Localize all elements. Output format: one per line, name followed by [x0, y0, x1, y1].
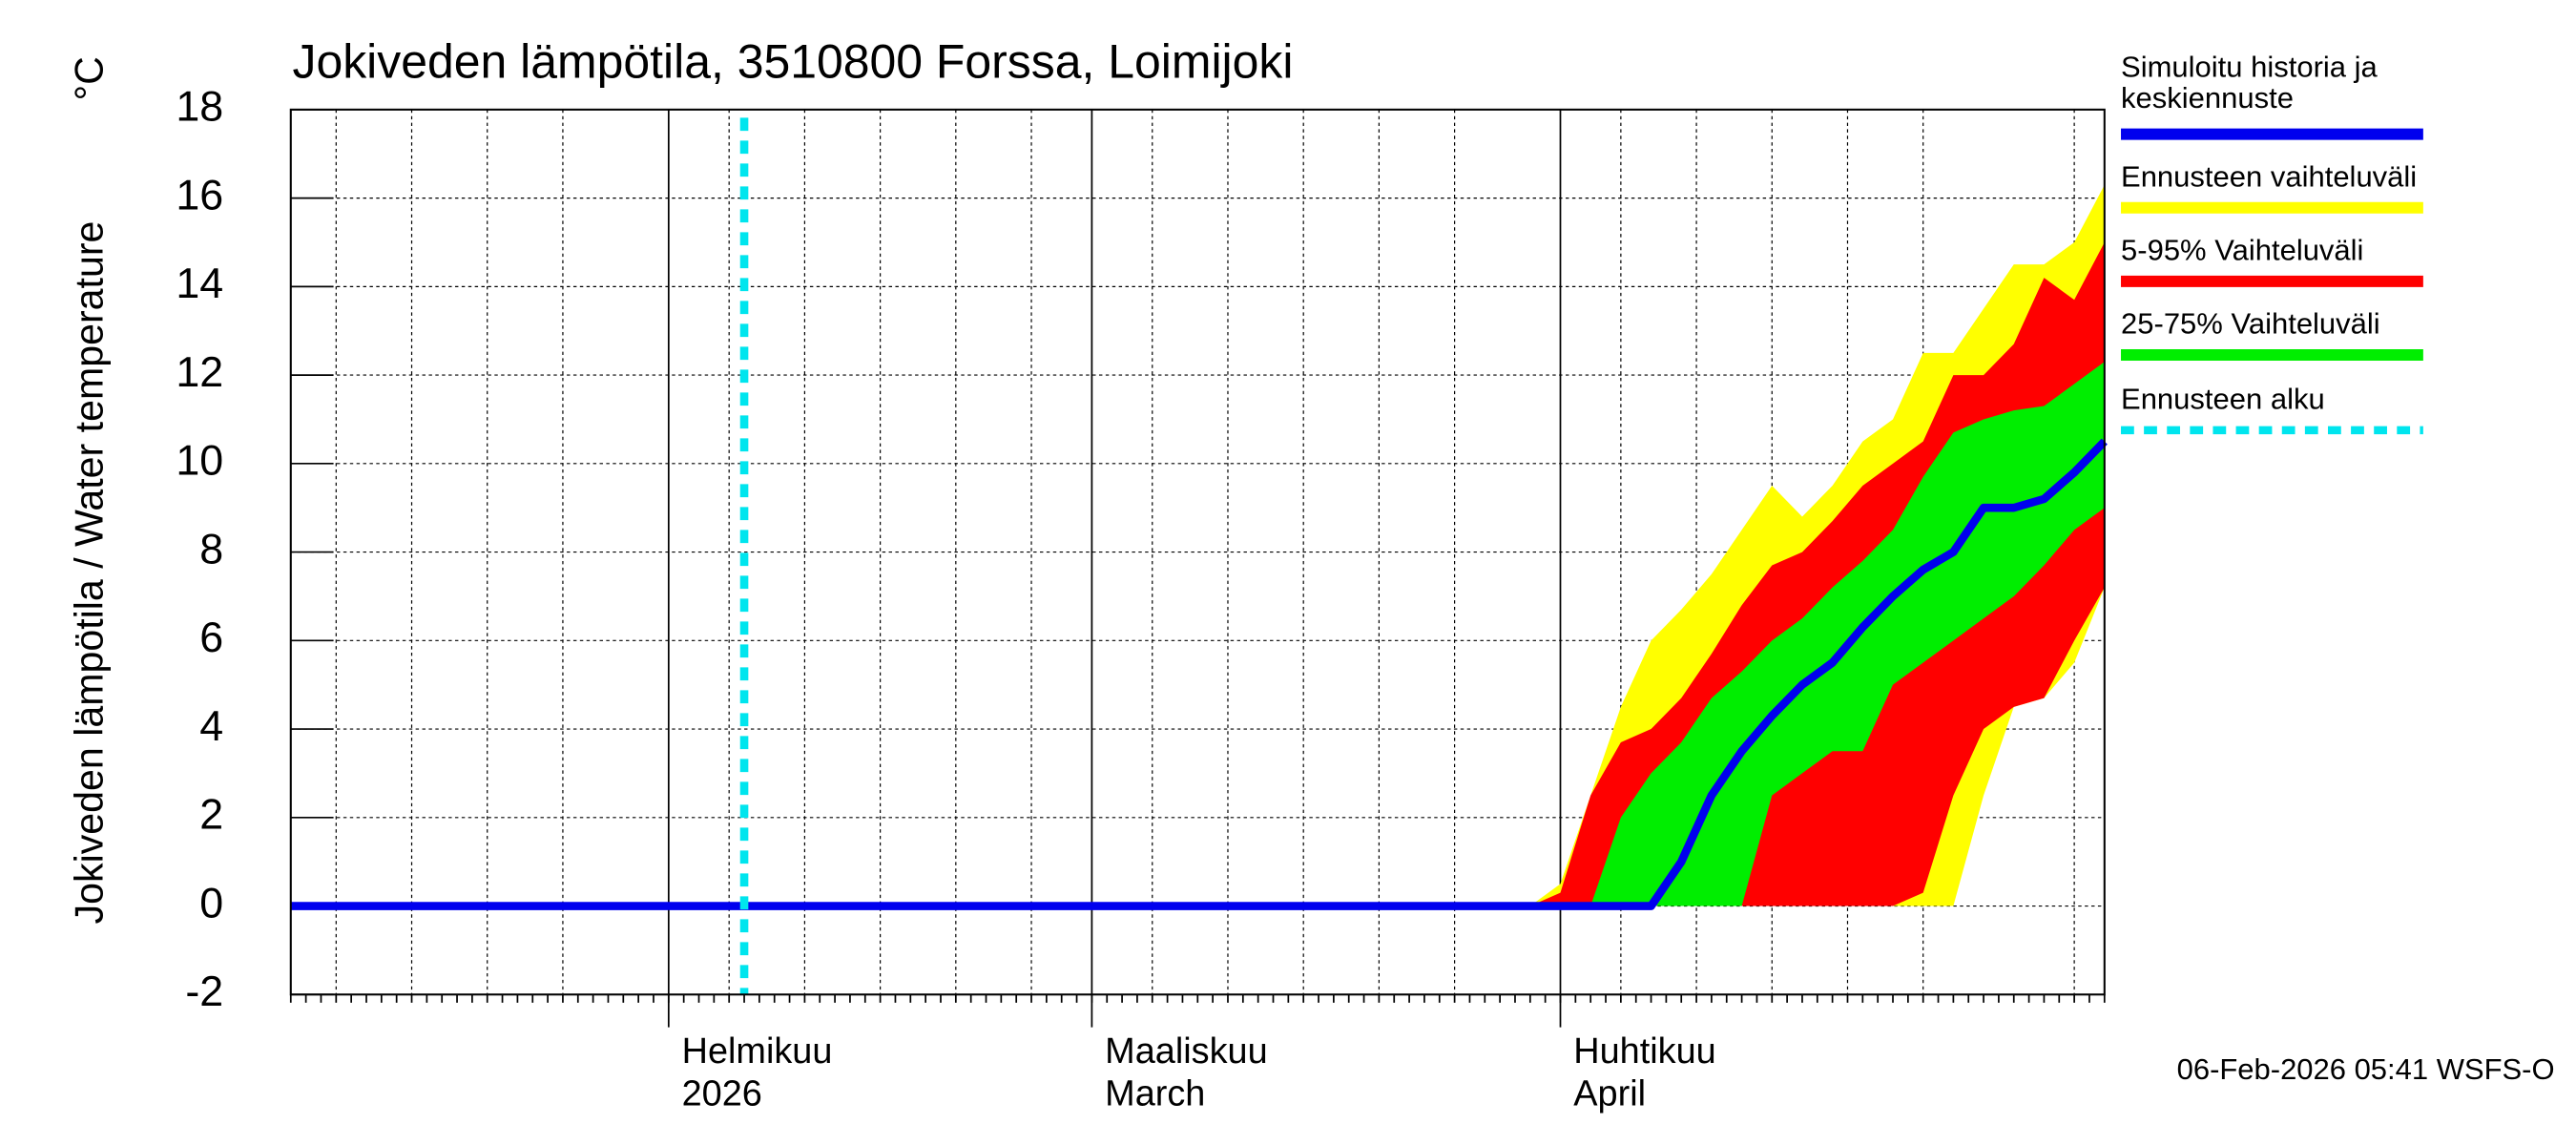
legend-item: 25-75% Vaihteluväli [2121, 309, 2423, 361]
legend-label: 25-75% Vaihteluväli [2121, 309, 2380, 341]
y-tick-label: 2 [199, 792, 223, 839]
x-tick-label: Huhtikuu [1573, 1031, 1715, 1072]
legend-item: Ennusteen alku [2121, 384, 2423, 435]
legend-text-box: Simuloitu historia ja keskiennuste [2121, 52, 2378, 114]
x-tick-label: April [1573, 1074, 1646, 1114]
band [1529, 241, 2105, 906]
legend-item: Simuloitu historia ja keskiennuste [2121, 52, 2423, 140]
timestamp: 06-Feb-2026 05:41 WSFS-O [2177, 1052, 2555, 1086]
y-tick-label: 4 [199, 703, 223, 750]
legend-item: Ennusteen vaihteluväli [2121, 161, 2423, 214]
y-axis-label: Jokiveden lämpötila / Water temperature [67, 221, 111, 925]
x-tick-label: Maaliskuu [1105, 1031, 1267, 1072]
x-tick-label: March [1105, 1074, 1205, 1114]
legend-label: 5-95% Vaihteluväli [2121, 235, 2364, 267]
x-tick-label: Helmikuu [682, 1031, 833, 1072]
y-tick-label: 0 [199, 880, 223, 926]
y-unit: °C [67, 56, 111, 100]
legend-text-box: Ennusteen alku [2121, 384, 2325, 416]
legend-text-box: 25-75% Vaihteluväli [2121, 309, 2380, 341]
y-tick-label: 14 [176, 260, 223, 307]
y-tick-label: -2 [185, 968, 223, 1015]
plot-frame [289, 108, 2106, 996]
y-tick-label: 10 [176, 438, 223, 485]
band [1529, 362, 2105, 906]
chart-title: Jokiveden lämpötila, 3510800 Forssa, Loi… [293, 35, 1294, 89]
y-tick-label: 16 [176, 172, 223, 219]
legend-label: Simuloitu historia ja keskiennuste [2121, 52, 2378, 114]
y-tick-label: 12 [176, 349, 223, 396]
y-tick-label: 8 [199, 526, 223, 572]
legend-text-box: Ennusteen vaihteluväli [2121, 161, 2418, 194]
y-tick-label: 18 [176, 84, 223, 131]
legend-label: Ennusteen vaihteluväli [2121, 161, 2418, 194]
legend-item: 5-95% Vaihteluväli [2121, 235, 2423, 287]
legend-label: Ennusteen alku [2121, 384, 2325, 416]
x-tick-label: 2026 [682, 1074, 762, 1114]
y-tick-label: 6 [199, 614, 223, 661]
legend-text-box: 5-95% Vaihteluväli [2121, 235, 2364, 267]
line [290, 438, 2108, 910]
